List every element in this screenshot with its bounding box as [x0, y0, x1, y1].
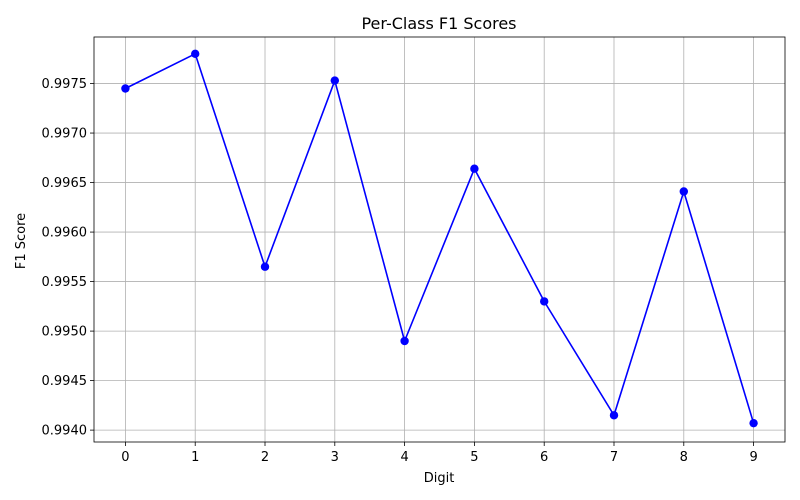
- y-tick-label: 0.9955: [42, 275, 88, 290]
- y-tick-label: 0.9945: [42, 374, 88, 389]
- data-point: [400, 336, 409, 346]
- x-tick-label: 8: [680, 450, 688, 465]
- grid: [94, 37, 785, 442]
- x-tick-label: 4: [400, 450, 408, 465]
- y-tick-label: 0.9975: [42, 77, 88, 92]
- data-point: [121, 84, 130, 93]
- x-tick-label: 5: [470, 450, 478, 465]
- y-tick-label: 0.9940: [42, 424, 88, 439]
- y-axis-label: F1 Score: [14, 213, 29, 269]
- data-point: [539, 297, 549, 306]
- y-tick-label: 0.9970: [42, 127, 88, 142]
- x-tick-label: 0: [121, 450, 129, 465]
- series-group: [121, 49, 758, 428]
- plot-frame: [93, 36, 786, 443]
- x-tick-label: 1: [191, 450, 199, 465]
- chart-title: Per-Class F1 Scores: [361, 14, 516, 33]
- x-tick-label: 9: [749, 450, 757, 465]
- x-tick-label: 6: [540, 450, 548, 465]
- x-tick-label: 2: [261, 450, 269, 465]
- data-point: [191, 49, 200, 59]
- data-point: [749, 418, 758, 428]
- x-tick-label: 7: [610, 450, 618, 465]
- y-tick-label: 0.9950: [42, 325, 88, 340]
- data-point: [470, 164, 479, 173]
- x-tick-label: 3: [331, 450, 339, 465]
- series-line: [125, 53, 755, 424]
- y-tick-label: 0.9960: [42, 226, 88, 241]
- data-point: [330, 76, 340, 85]
- data-point: [609, 411, 619, 420]
- y-tick-label: 0.9965: [42, 176, 88, 191]
- axis-ticks: 0 1 2 3 4 5 6 7 8 9 0.9940 0.9945 0.9950 0.9955 0.9960…: [42, 77, 758, 465]
- x-axis-label: Digit: [424, 471, 455, 486]
- data-point: [679, 187, 688, 196]
- data-point: [260, 262, 270, 271]
